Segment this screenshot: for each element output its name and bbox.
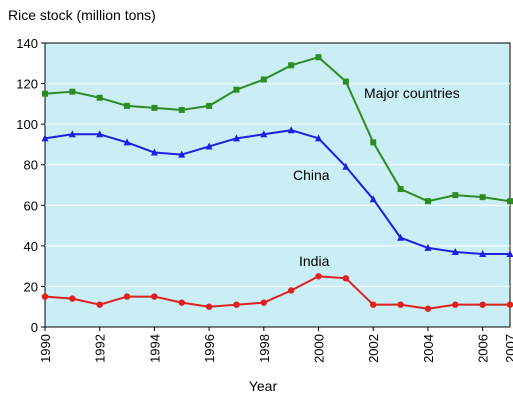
data-point-china-1993 xyxy=(123,138,131,146)
data-point-major-countries-1997 xyxy=(233,86,240,93)
data-point-major-countries-2006 xyxy=(479,194,486,201)
x-axis-title: Year xyxy=(249,378,278,394)
x-axis-ticks: 1990 1992 1994 1996 1998 2000 2002 2004 2006 2007 xyxy=(38,327,513,363)
data-point-china-2003 xyxy=(397,233,405,241)
data-point-china-1990 xyxy=(41,134,49,142)
data-point-india-1990 xyxy=(41,293,49,300)
data-point-china-1995 xyxy=(178,150,186,158)
data-point-india-2000 xyxy=(315,273,322,280)
data-point-major-countries-2004 xyxy=(424,198,431,205)
data-point-major-countries-1991 xyxy=(69,88,76,95)
data-point-china-2000 xyxy=(315,134,323,142)
data-point-china-1999 xyxy=(287,126,295,134)
data-point-china-2004 xyxy=(424,243,432,251)
series-label-china: China xyxy=(293,167,330,183)
data-point-china-1994 xyxy=(150,148,158,156)
data-point-india-2006 xyxy=(479,301,486,308)
data-point-china-2002 xyxy=(369,195,377,203)
data-point-india-1996 xyxy=(205,303,213,310)
data-point-india-1991 xyxy=(69,295,76,302)
data-point-major-countries-2003 xyxy=(397,186,404,193)
data-point-india-2001 xyxy=(342,275,350,282)
data-point-india-2005 xyxy=(452,301,459,308)
series-india xyxy=(41,273,513,312)
x-tick-label-2004: 2004 xyxy=(421,334,436,363)
data-point-major-countries-2007 xyxy=(507,198,513,205)
data-point-india-1997 xyxy=(233,301,240,308)
x-tick-label-1990: 1990 xyxy=(38,334,53,363)
y-tick-label-40: 40 xyxy=(24,239,38,254)
y-tick-label-80: 80 xyxy=(24,158,38,173)
data-point-india-1999 xyxy=(287,287,295,294)
x-tick-label-2002: 2002 xyxy=(366,334,381,363)
data-point-major-countries-1994 xyxy=(151,104,158,111)
data-point-india-1998 xyxy=(260,299,268,306)
data-point-china-2007 xyxy=(506,249,513,257)
x-tick-label-2007: 2007 xyxy=(503,334,513,363)
x-tick-label-1996: 1996 xyxy=(202,334,217,363)
data-point-india-2007 xyxy=(506,301,513,308)
data-point-major-countries-1998 xyxy=(260,76,267,83)
data-point-china-2005 xyxy=(451,247,459,255)
series-label-india: India xyxy=(299,253,330,269)
y-tick-label-100: 100 xyxy=(16,117,38,132)
data-point-major-countries-2001 xyxy=(342,78,349,85)
data-point-china-1996 xyxy=(205,142,213,150)
data-point-china-1998 xyxy=(260,130,268,138)
data-point-major-countries-1993 xyxy=(124,102,131,109)
y-axis-title: Rice stock (million tons) xyxy=(8,7,156,23)
data-point-major-countries-2005 xyxy=(452,192,459,199)
data-point-china-2001 xyxy=(342,162,350,170)
x-tick-label-1998: 1998 xyxy=(257,334,272,363)
data-point-india-1994 xyxy=(151,293,158,300)
series-layer xyxy=(41,54,513,312)
series-line-china xyxy=(44,129,510,255)
data-point-india-2004 xyxy=(424,305,432,312)
data-point-india-1992 xyxy=(96,301,103,308)
gridlines xyxy=(45,83,510,287)
data-point-china-1992 xyxy=(96,130,104,138)
data-point-major-countries-1995 xyxy=(178,106,185,113)
data-point-china-1997 xyxy=(232,134,240,142)
x-tick-label-2006: 2006 xyxy=(476,334,491,363)
data-point-major-countries-1999 xyxy=(288,62,295,69)
series-line-india xyxy=(44,275,510,310)
y-tick-label-20: 20 xyxy=(24,279,38,294)
data-point-major-countries-2002 xyxy=(370,139,377,146)
data-point-major-countries-1990 xyxy=(42,90,48,97)
y-axis-ticks: 0 20 40 60 80 100 120 140 xyxy=(16,36,45,335)
series-line-major-countries xyxy=(44,56,511,203)
data-point-china-1991 xyxy=(68,130,76,138)
series-label-major-countries: Major countries xyxy=(364,85,460,101)
series-major-countries xyxy=(42,54,513,205)
data-point-major-countries-2000 xyxy=(315,54,322,61)
y-tick-label-0: 0 xyxy=(31,320,38,335)
plot-area xyxy=(44,42,511,328)
x-tick-label-1994: 1994 xyxy=(147,334,162,363)
data-point-india-1993 xyxy=(123,293,131,300)
y-tick-label-120: 120 xyxy=(16,77,38,92)
data-point-china-2006 xyxy=(479,249,487,257)
data-point-india-2002 xyxy=(370,301,377,308)
x-tick-label-2000: 2000 xyxy=(312,334,327,363)
data-point-major-countries-1992 xyxy=(96,94,103,101)
data-point-india-2003 xyxy=(397,301,404,308)
data-point-india-1995 xyxy=(178,299,185,306)
y-tick-label-140: 140 xyxy=(16,36,38,51)
x-tick-label-1992: 1992 xyxy=(93,334,108,363)
series-china xyxy=(41,126,513,257)
y-tick-label-60: 60 xyxy=(24,198,38,213)
data-point-major-countries-1996 xyxy=(206,102,213,109)
